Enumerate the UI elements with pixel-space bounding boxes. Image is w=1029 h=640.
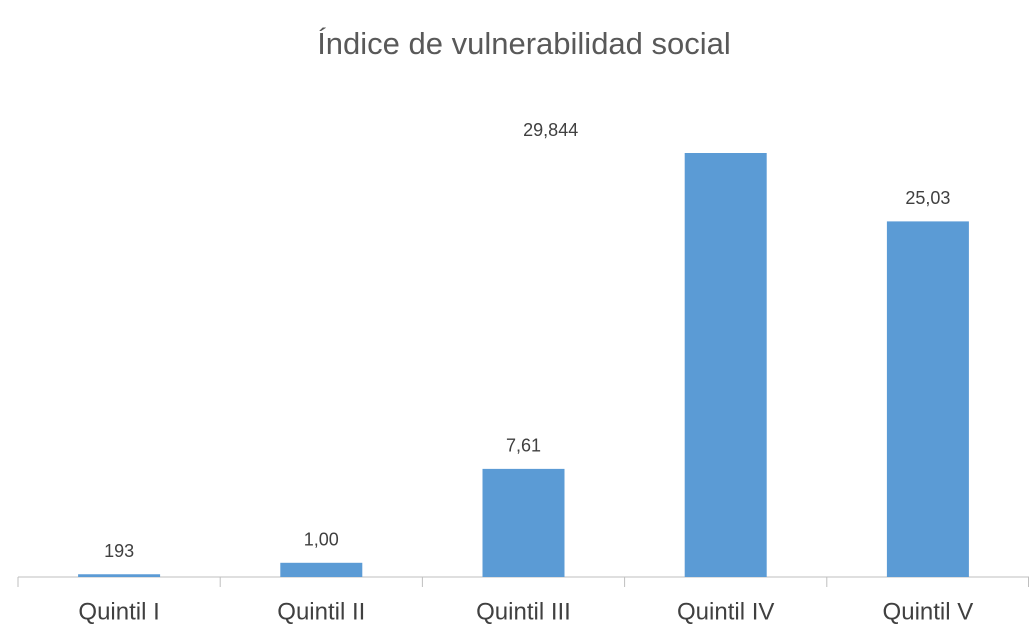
chart-title: Índice de vulnerabilidad social [317,26,731,61]
bar [482,468,565,577]
x-tick-label: Quintil III [476,598,571,625]
data-label: 25,03 [905,188,950,208]
data-label: 29,844 [523,120,578,140]
bar [886,221,969,578]
data-label: 7,61 [506,436,541,456]
x-tick-label: Quintil IV [677,598,774,625]
bar [280,562,363,577]
x-tick-label: Quintil II [277,598,365,625]
bar [684,153,767,577]
data-label: 193 [104,541,134,561]
x-tick-label: Quintil V [883,598,974,625]
data-label: 1,00 [304,530,339,550]
bar [78,574,161,577]
x-tick-label: Quintil I [78,598,159,625]
